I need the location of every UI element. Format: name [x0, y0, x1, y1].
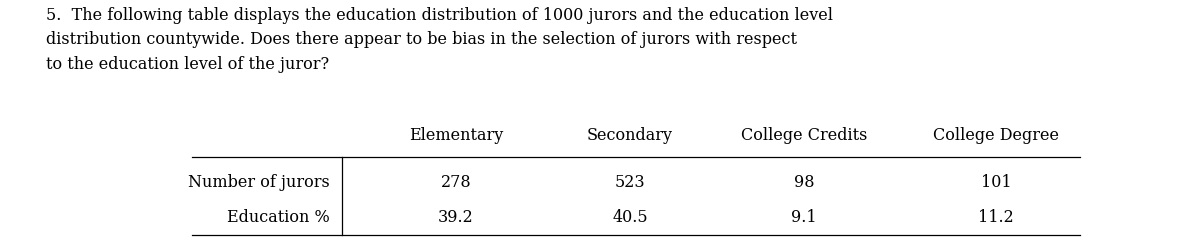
Text: College Credits: College Credits	[740, 127, 868, 144]
Text: 40.5: 40.5	[612, 209, 648, 226]
Text: 98: 98	[793, 174, 815, 191]
Text: 9.1: 9.1	[791, 209, 817, 226]
Text: Number of jurors: Number of jurors	[188, 174, 330, 191]
Text: 39.2: 39.2	[438, 209, 474, 226]
Text: College Degree: College Degree	[934, 127, 1060, 144]
Text: 101: 101	[980, 174, 1012, 191]
Text: 278: 278	[440, 174, 472, 191]
Text: 523: 523	[614, 174, 646, 191]
Text: Elementary: Elementary	[409, 127, 503, 144]
Text: Education %: Education %	[227, 209, 330, 226]
Text: 11.2: 11.2	[978, 209, 1014, 226]
Text: 5.  The following table displays the education distribution of 1000 jurors and t: 5. The following table displays the educ…	[46, 7, 833, 73]
Text: Secondary: Secondary	[587, 127, 673, 144]
